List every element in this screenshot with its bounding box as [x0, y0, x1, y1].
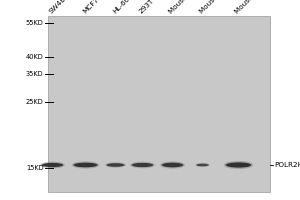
- Text: Mouse spleen: Mouse spleen: [168, 0, 208, 15]
- Ellipse shape: [72, 161, 99, 169]
- Ellipse shape: [226, 162, 251, 168]
- Ellipse shape: [105, 162, 126, 168]
- Text: 40KD: 40KD: [26, 54, 44, 60]
- Ellipse shape: [42, 163, 63, 167]
- Text: 293T: 293T: [138, 0, 155, 15]
- Ellipse shape: [106, 163, 124, 167]
- Text: 25KD: 25KD: [26, 99, 44, 105]
- Ellipse shape: [196, 164, 209, 166]
- Ellipse shape: [224, 161, 253, 169]
- Text: 55KD: 55KD: [26, 20, 44, 26]
- Text: 15KD: 15KD: [26, 165, 44, 171]
- Text: Mouse thymus: Mouse thymus: [234, 0, 276, 15]
- Text: SW480: SW480: [48, 0, 70, 15]
- Text: MCF7: MCF7: [81, 0, 100, 15]
- Ellipse shape: [195, 163, 210, 167]
- Text: HL-60: HL-60: [111, 0, 130, 15]
- Bar: [48, 16, 270, 192]
- Text: 35KD: 35KD: [26, 71, 44, 77]
- Ellipse shape: [162, 163, 183, 167]
- Ellipse shape: [160, 161, 185, 169]
- Ellipse shape: [74, 163, 98, 167]
- Ellipse shape: [132, 163, 153, 167]
- Ellipse shape: [130, 162, 155, 168]
- Ellipse shape: [40, 162, 65, 168]
- Text: POLR2H: POLR2H: [274, 162, 300, 168]
- Text: Mouse brain: Mouse brain: [198, 0, 234, 15]
